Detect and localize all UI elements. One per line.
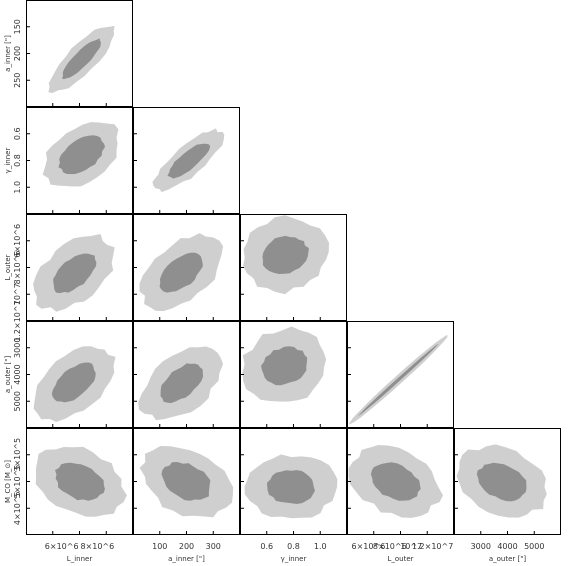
xlabel-c0: L_inner bbox=[67, 555, 93, 563]
xlabel-c2: γ_inner bbox=[281, 555, 307, 563]
ytick-label-r2-1: 8×10^6 bbox=[13, 251, 22, 285]
contour-inner-r2-c2 bbox=[262, 235, 309, 274]
xtick-label-c0-0: 6×10^6 bbox=[45, 542, 79, 551]
contour-inner-r2-c0 bbox=[53, 253, 97, 294]
contour-inner-r3-c0 bbox=[51, 362, 96, 403]
contour-inner-r1-c1 bbox=[167, 143, 210, 179]
contour-inner-r1-c0 bbox=[58, 135, 105, 175]
xtick-label-c4-1: 4000 bbox=[497, 542, 517, 551]
xtick-label-c3-0: 6×10^6 bbox=[352, 542, 386, 551]
contour-inner-r4-c2 bbox=[267, 470, 315, 504]
ytick-label-r1-0: 0.6 bbox=[13, 127, 22, 140]
xtick-label-c4-2: 5000 bbox=[524, 542, 544, 551]
ytick-label-r3-2: 5000 bbox=[13, 391, 22, 411]
ytick-label-r2-3: 1.2×10^7 bbox=[13, 300, 22, 341]
xtick-label-c2-2: 1.0 bbox=[314, 542, 327, 551]
ytick-label-r3-1: 4000 bbox=[13, 364, 22, 384]
ytick-label-r1-2: 1.0 bbox=[13, 181, 22, 194]
xtick-label-c1-0: 100 bbox=[152, 542, 167, 551]
ytick-label-r2-0: 6×10^6 bbox=[13, 224, 22, 258]
xtick-label-c2-1: 0.8 bbox=[287, 542, 300, 551]
xlabel-c1: a_inner ["] bbox=[168, 555, 205, 563]
ytick-label-r2-2: 10^7 bbox=[13, 283, 22, 305]
ylabel-r3: a_outer ["] bbox=[4, 356, 12, 394]
xtick-label-c3-3: 1.2×10^7 bbox=[412, 542, 453, 551]
ylabel-r0: a_inner ["] bbox=[4, 35, 12, 72]
ytick-label-r0-0: 150 bbox=[13, 19, 22, 34]
contour-inner-r4-c1 bbox=[161, 462, 211, 501]
xtick-label-c1-2: 300 bbox=[206, 542, 221, 551]
xtick-label-c2-0: 0.6 bbox=[260, 542, 273, 551]
ytick-label-r4-1: 5×10^5 bbox=[13, 465, 22, 499]
contour-inner-r3-c1 bbox=[160, 363, 204, 404]
ytick-label-r4-2: 4×10^5 bbox=[13, 491, 22, 525]
contour-inner-r0-c0 bbox=[62, 38, 101, 80]
ytick-label-r3-0: 3000 bbox=[13, 338, 22, 358]
ytick-label-r1-1: 0.8 bbox=[13, 154, 22, 167]
xtick-label-c1-1: 200 bbox=[179, 542, 194, 551]
ytick-label-r4-0: 3×10^5 bbox=[13, 438, 22, 472]
xlabel-c3: L_outer bbox=[387, 555, 413, 563]
ytick-label-r0-1: 200 bbox=[13, 46, 22, 61]
ylabel-r4: M_CO [M_⊙] bbox=[4, 460, 12, 503]
xtick-label-c0-1: 8×10^6 bbox=[80, 542, 114, 551]
contour-inner-r4-c4 bbox=[476, 462, 527, 502]
contour-inner-r3-c3 bbox=[358, 344, 438, 416]
xlabel-c4: a_outer ["] bbox=[489, 555, 527, 563]
contour-inner-r3-c2 bbox=[261, 346, 308, 386]
ytick-label-r0-2: 250 bbox=[13, 73, 22, 88]
contour-inner-r2-c1 bbox=[159, 252, 203, 293]
xtick-label-c4-0: 3000 bbox=[471, 542, 491, 551]
ylabel-r2: L_outer bbox=[4, 254, 12, 280]
xtick-label-c3-2: 10^7 bbox=[400, 542, 422, 551]
ylabel-r1: γ_inner bbox=[4, 148, 12, 174]
contour-inner-r4-c0 bbox=[55, 462, 105, 501]
contour-inner-r4-c3 bbox=[370, 462, 421, 501]
xtick-label-c3-1: 8×10^6 bbox=[373, 542, 407, 551]
